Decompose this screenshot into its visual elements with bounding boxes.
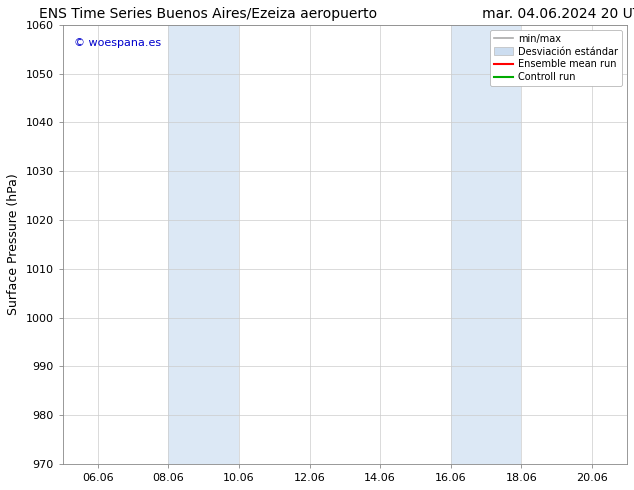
Y-axis label: Surface Pressure (hPa): Surface Pressure (hPa)	[7, 173, 20, 316]
Bar	[451, 25, 521, 464]
Bar	[169, 25, 239, 464]
Text: © woespana.es: © woespana.es	[74, 38, 161, 48]
Legend: min/max, Desviación estándar, Ensemble mean run, Controll run: min/max, Desviación estándar, Ensemble m…	[490, 30, 622, 86]
Title: ENS Time Series Buenos Aires/Ezeiza aeropuerto                        mar. 04.06: ENS Time Series Buenos Aires/Ezeiza aero…	[39, 7, 634, 21]
